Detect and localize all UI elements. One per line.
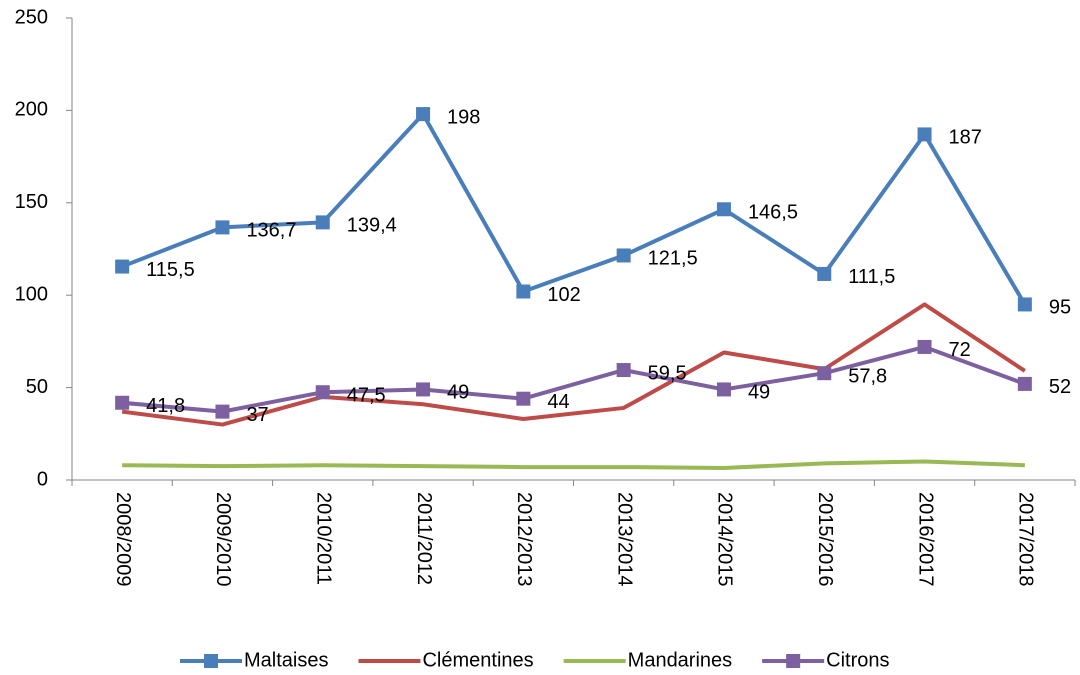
x-tick-label: 2012/2013 [513, 492, 535, 587]
marker [516, 284, 531, 299]
y-tick-label: 50 [26, 376, 48, 398]
marker [716, 382, 731, 397]
x-tick-label: 2008/2009 [112, 492, 134, 587]
legend-label: Maltaises [244, 649, 328, 671]
x-tick-label: 2009/2010 [212, 492, 234, 587]
marker [716, 202, 731, 217]
marker [215, 220, 230, 235]
series-line [121, 302, 1026, 427]
data-label: 136,7 [246, 220, 296, 242]
y-tick-label: 200 [15, 99, 48, 121]
marker [1017, 376, 1032, 391]
marker [315, 385, 330, 400]
marker [115, 395, 130, 410]
data-label: 37 [246, 404, 268, 426]
legend-label: Clémentines [422, 649, 533, 671]
marker [616, 248, 631, 263]
y-tick-label: 250 [15, 6, 48, 28]
data-label: 52 [1049, 376, 1071, 398]
data-label: 187 [949, 127, 982, 149]
marker [817, 266, 832, 281]
marker [516, 391, 531, 406]
data-label: 44 [547, 391, 569, 413]
data-label: 41,8 [146, 395, 185, 417]
marker [917, 127, 932, 142]
legend-label: Mandarines [628, 649, 733, 671]
data-label: 49 [748, 382, 770, 404]
marker [115, 259, 130, 274]
x-tick-label: 2010/2011 [312, 492, 334, 585]
data-label: 95 [1049, 297, 1071, 319]
data-label: 139,4 [347, 215, 397, 237]
x-tick-label: 2017/2018 [1015, 492, 1037, 587]
y-tick-label: 0 [37, 468, 48, 490]
data-label: 49 [447, 382, 469, 404]
data-label: 57,8 [848, 365, 887, 387]
data-label: 115,5 [146, 259, 195, 281]
marker [616, 363, 631, 378]
data-label: 47,5 [347, 385, 386, 407]
x-tick-label: 2014/2015 [714, 492, 736, 587]
y-tick-label: 100 [15, 283, 48, 305]
marker [817, 366, 832, 381]
marker [215, 404, 230, 419]
x-tick-label: 2013/2014 [613, 492, 635, 587]
data-label: 59,5 [648, 362, 687, 384]
series-line [121, 344, 1026, 414]
x-tick-label: 2015/2016 [814, 492, 836, 587]
legend-marker [204, 654, 218, 668]
marker [416, 382, 431, 397]
data-label: 111,5 [848, 266, 895, 288]
legend-label: Citrons [826, 649, 889, 671]
series-line [122, 459, 1025, 470]
data-label: 72 [949, 339, 971, 361]
x-tick-label: 2016/2017 [914, 492, 936, 587]
data-label: 102 [547, 284, 580, 306]
y-tick-label: 150 [15, 191, 48, 213]
series-line [121, 112, 1027, 306]
marker [315, 215, 330, 230]
marker [416, 107, 431, 122]
data-label: 121,5 [648, 248, 698, 270]
data-label: 198 [447, 106, 480, 128]
x-tick-label: 2011/2012 [413, 492, 435, 585]
data-label: 146,5 [748, 202, 798, 224]
marker [917, 339, 932, 354]
legend-marker [786, 654, 801, 668]
marker [1017, 297, 1032, 312]
